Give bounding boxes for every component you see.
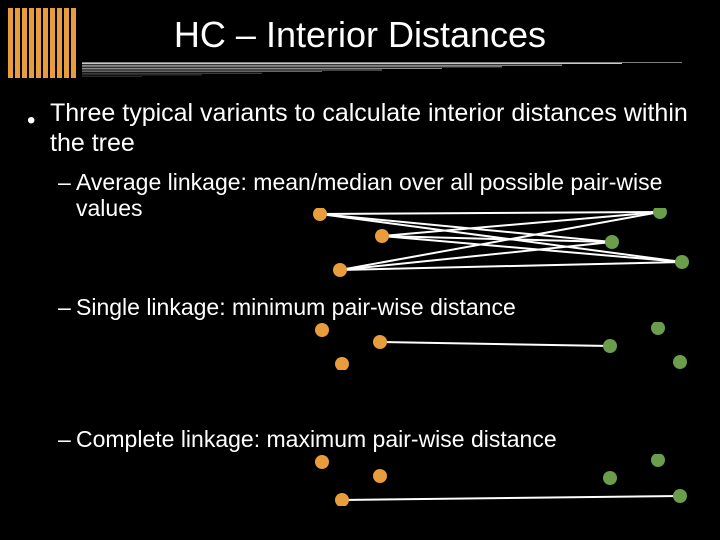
title-underline [82,62,682,82]
diagram-average-linkage [300,208,700,280]
dash-icon: – [58,426,71,452]
dash-icon: – [58,294,71,320]
bullet-dot-icon: • [27,107,35,136]
slide-title: HC – Interior Distances [0,14,720,56]
sub-bullet-single-text: Single linkage: minimum pair-wise distan… [76,294,698,320]
dash-icon: – [58,169,71,195]
diagram-single-linkage [300,322,700,370]
sub-bullet-single: – Single linkage: minimum pair-wise dist… [58,294,698,320]
sub-bullet-complete-text: Complete linkage: maximum pair-wise dist… [76,426,698,452]
sub-bullet-complete: – Complete linkage: maximum pair-wise di… [58,426,698,452]
main-bullet: • Three typical variants to calculate in… [28,98,698,158]
main-bullet-text: Three typical variants to calculate inte… [50,98,698,158]
diagram-complete-linkage [300,454,700,506]
